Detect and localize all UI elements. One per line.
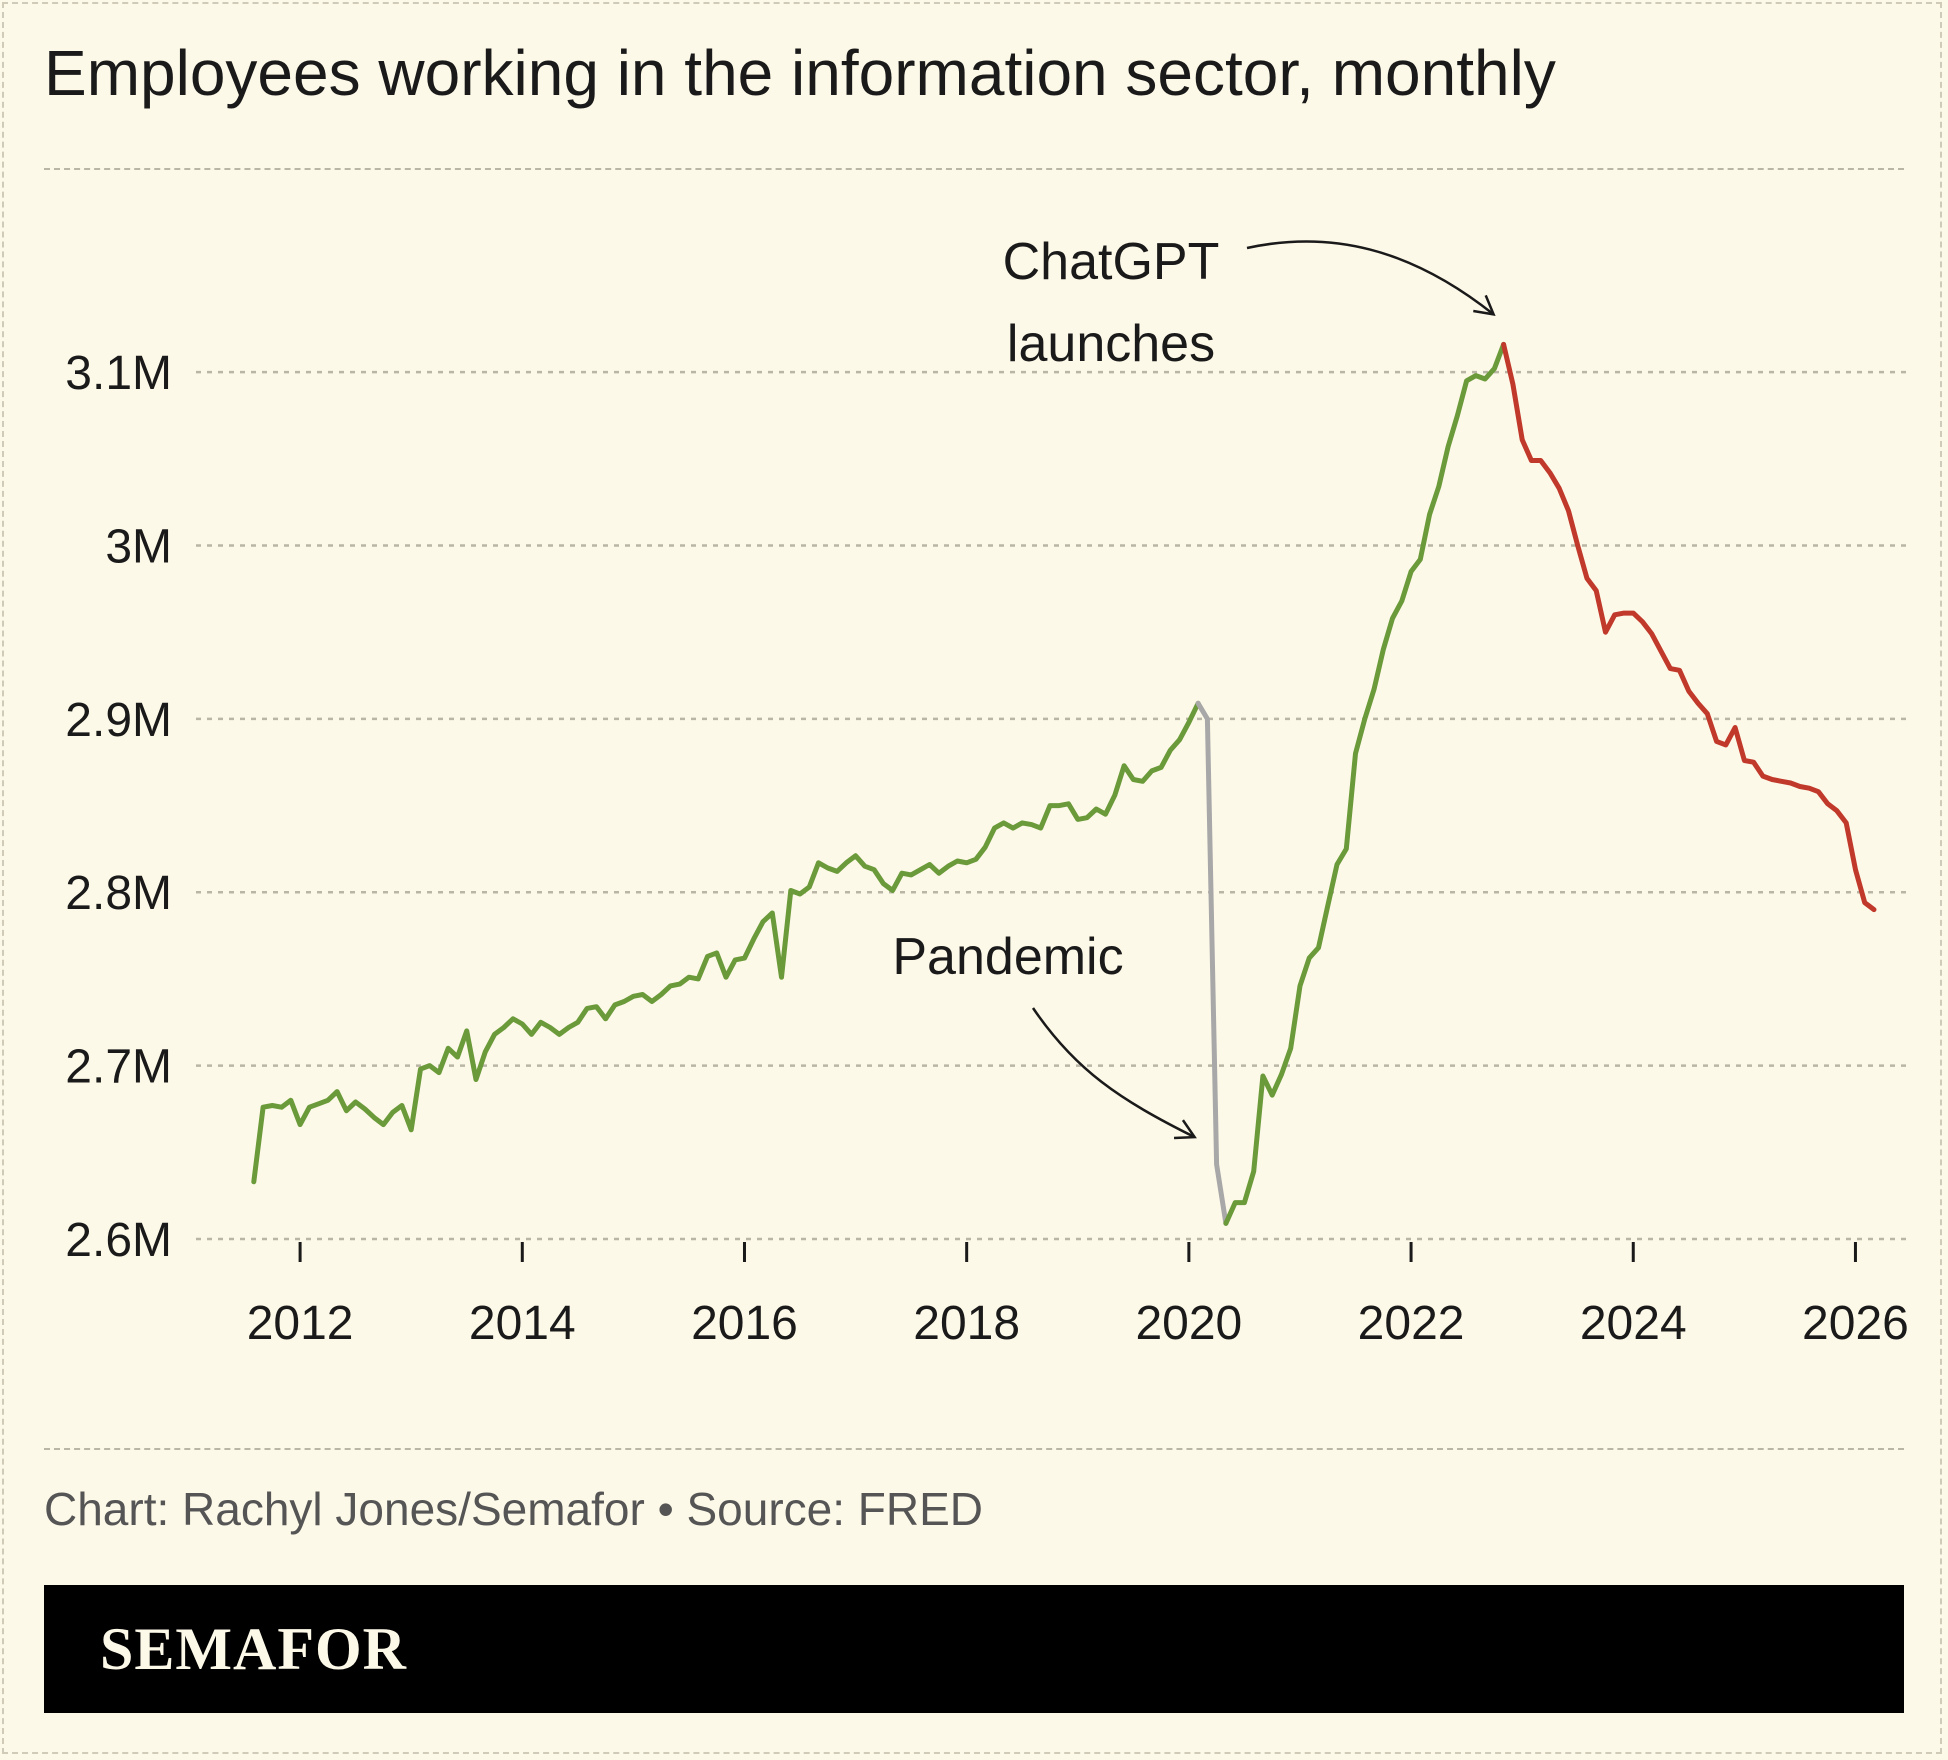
series-lines <box>251 341 1877 1226</box>
annotation-arrow <box>1031 1007 1197 1140</box>
bottom-rule <box>44 1448 1904 1450</box>
line-chart: 2.6M 2.7M 2.8M 2.9M 3M 3.1M 2012 2014 2016 2018 20… <box>65 233 1909 1350</box>
y-tick-label: 2.8M <box>65 867 172 920</box>
x-tick-label: 2022 <box>1358 1297 1465 1350</box>
y-tick-label: 2.9M <box>65 694 172 747</box>
x-tick-label: 2018 <box>913 1297 1020 1350</box>
annotations: ChatGPT launches Pandemic <box>892 233 1496 1140</box>
semafor-logo: SEMAFOR <box>100 1616 407 1682</box>
series-line <box>1501 341 1877 913</box>
annotation-arrow <box>1246 240 1496 317</box>
axes: 2.6M 2.7M 2.8M 2.9M 3M 3.1M 2012 2014 2016 2018 20… <box>65 347 1909 1350</box>
brand-bar: SEMAFOR <box>44 1585 1904 1713</box>
annotation-label: Pandemic <box>892 928 1123 986</box>
x-tick-label: 2026 <box>1802 1297 1909 1350</box>
annotation-label: ChatGPT <box>1003 233 1220 291</box>
y-tick-label: 3.1M <box>65 347 172 400</box>
x-tick-label: 2020 <box>1135 1297 1242 1350</box>
chart-title: Employees working in the information sec… <box>44 37 1556 109</box>
series-line <box>1223 341 1507 1226</box>
x-tick-label: 2014 <box>469 1297 576 1350</box>
top-rule <box>44 168 1904 170</box>
chart-credit: Chart: Rachyl Jones/Semafor • Source: FR… <box>44 1483 984 1535</box>
x-tick-label: 2012 <box>247 1297 354 1350</box>
y-tick-label: 2.7M <box>65 1041 172 1094</box>
y-tick-label: 3M <box>105 520 172 573</box>
series-line <box>1195 700 1229 1226</box>
annotation-label: launches <box>1007 315 1215 373</box>
x-tick-label: 2024 <box>1580 1297 1687 1350</box>
y-tick-label: 2.6M <box>65 1214 172 1267</box>
series-line <box>251 700 1201 1185</box>
x-tick-label: 2016 <box>691 1297 798 1350</box>
